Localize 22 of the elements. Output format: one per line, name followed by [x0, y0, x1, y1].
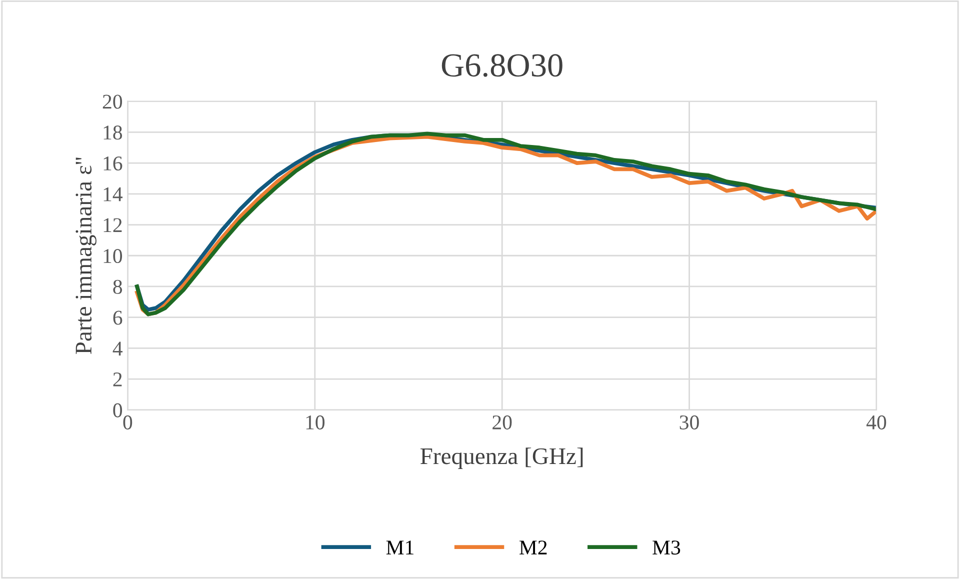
y-tick-label: 14 [104, 187, 122, 202]
legend-label: M2 [519, 540, 547, 554]
y-tick-label: 0 [113, 403, 122, 418]
y-axis-title: Parte immaginaria ε'' [76, 158, 96, 354]
y-tick-label: 10 [104, 249, 122, 264]
legend-label: M3 [652, 540, 680, 555]
chart-title: G6.8O30 [442, 54, 562, 77]
y-tick-label: 16 [104, 156, 122, 170]
y-tick-label: 20 [102, 94, 122, 109]
x-tick-label: 30 [680, 415, 699, 430]
x-axis-title: Frequenza [GHz] [420, 448, 583, 469]
y-tick-label: 4 [112, 342, 122, 356]
legend-label: M1 [386, 540, 414, 554]
x-tick-label: 10 [306, 415, 324, 430]
x-tick-label: 40 [866, 415, 886, 430]
y-tick-label: 18 [104, 126, 122, 140]
y-tick-label: 12 [104, 218, 122, 232]
y-tick-label: 6 [113, 310, 122, 325]
x-tick-label: 20 [492, 415, 512, 430]
x-tick-label: 0 [123, 415, 132, 430]
y-tick-label: 2 [113, 372, 122, 386]
y-tick-label: 8 [113, 280, 122, 294]
